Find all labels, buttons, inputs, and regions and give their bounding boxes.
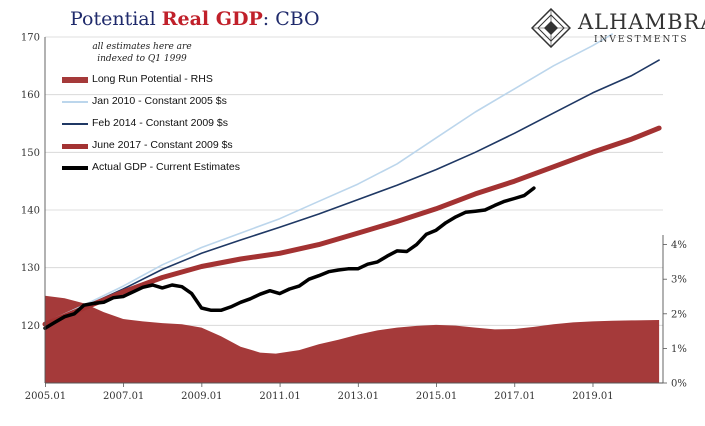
legend-label: June 2017 - Constant 2009 $s: [92, 139, 233, 151]
area-long-run-potential-rhs: [45, 295, 660, 383]
series-feb-2014-constant-2009-s: [44, 59, 660, 325]
series-jan-2010-constant-2005-s: [44, 33, 614, 324]
x-tick-label: 2013.01: [338, 391, 379, 402]
legend-swatch: [62, 77, 88, 83]
x-tick-label: 2019.01: [572, 391, 613, 402]
x-tick-label: 2007.01: [103, 391, 144, 402]
title-suffix: : CBO: [262, 8, 320, 30]
logo-name: ALHAMBRA: [578, 10, 705, 34]
series-actual-gdp-current-estimates: [43, 186, 536, 330]
x-tick-label: 2015.01: [416, 391, 457, 402]
y-left-tick-label: 150: [21, 148, 40, 159]
legend-swatch: [62, 143, 88, 149]
y-left-tick-label: 160: [21, 90, 40, 101]
y-right-tick-label: 1%: [671, 344, 687, 355]
x-tick-label: 2005.01: [25, 391, 66, 402]
tick-labels: 120 130 140 150 160 170 0% 1% 2% 3% 4% 2005.01 2007.…: [21, 33, 687, 403]
series-june-2017-constant-2009-s: [42, 125, 662, 327]
legend-swatch: [62, 166, 88, 170]
y-right-tick-label: 0%: [671, 379, 687, 390]
y-right-tick-label: 2%: [671, 309, 687, 320]
index-note-line2: indexed to Q1 1999: [97, 54, 187, 64]
y-right-tick-label: 4%: [671, 240, 687, 251]
x-tick-label: 2011.01: [259, 391, 300, 402]
legend-label: Jan 2010 - Constant 2005 $s: [92, 95, 227, 107]
axes: [44, 37, 667, 387]
chart-title: Potential Real GDP: CBO: [70, 8, 320, 30]
y-left-tick-label: 140: [21, 206, 40, 217]
y-right-tick-label: 3%: [671, 275, 687, 286]
y-left-tick-label: 170: [21, 33, 40, 44]
legend-label: Feb 2014 - Constant 2009 $s: [92, 117, 229, 129]
logo-subtitle: INVESTMENTS: [594, 35, 689, 45]
legend-swatch: [62, 101, 88, 103]
index-note-line1: all estimates here are: [92, 42, 192, 52]
line-layer: [42, 33, 662, 330]
index-note: all estimates here are indexed to Q1 199…: [62, 41, 222, 65]
legend-label: Long Run Potential - RHS: [92, 73, 213, 85]
title-prefix: Potential: [70, 8, 162, 30]
y-left-tick-label: 130: [21, 263, 40, 274]
area-layer: [45, 295, 660, 383]
x-tick-label: 2009.01: [181, 391, 222, 402]
y-left-tick-label: 120: [21, 321, 40, 332]
title-highlight: Real GDP: [161, 8, 263, 30]
alhambra-logo-icon: [531, 8, 571, 48]
x-tick-label: 2017.01: [494, 391, 535, 402]
legend-label: Actual GDP - Current Estimates: [92, 161, 241, 173]
legend-swatch: [62, 123, 88, 125]
